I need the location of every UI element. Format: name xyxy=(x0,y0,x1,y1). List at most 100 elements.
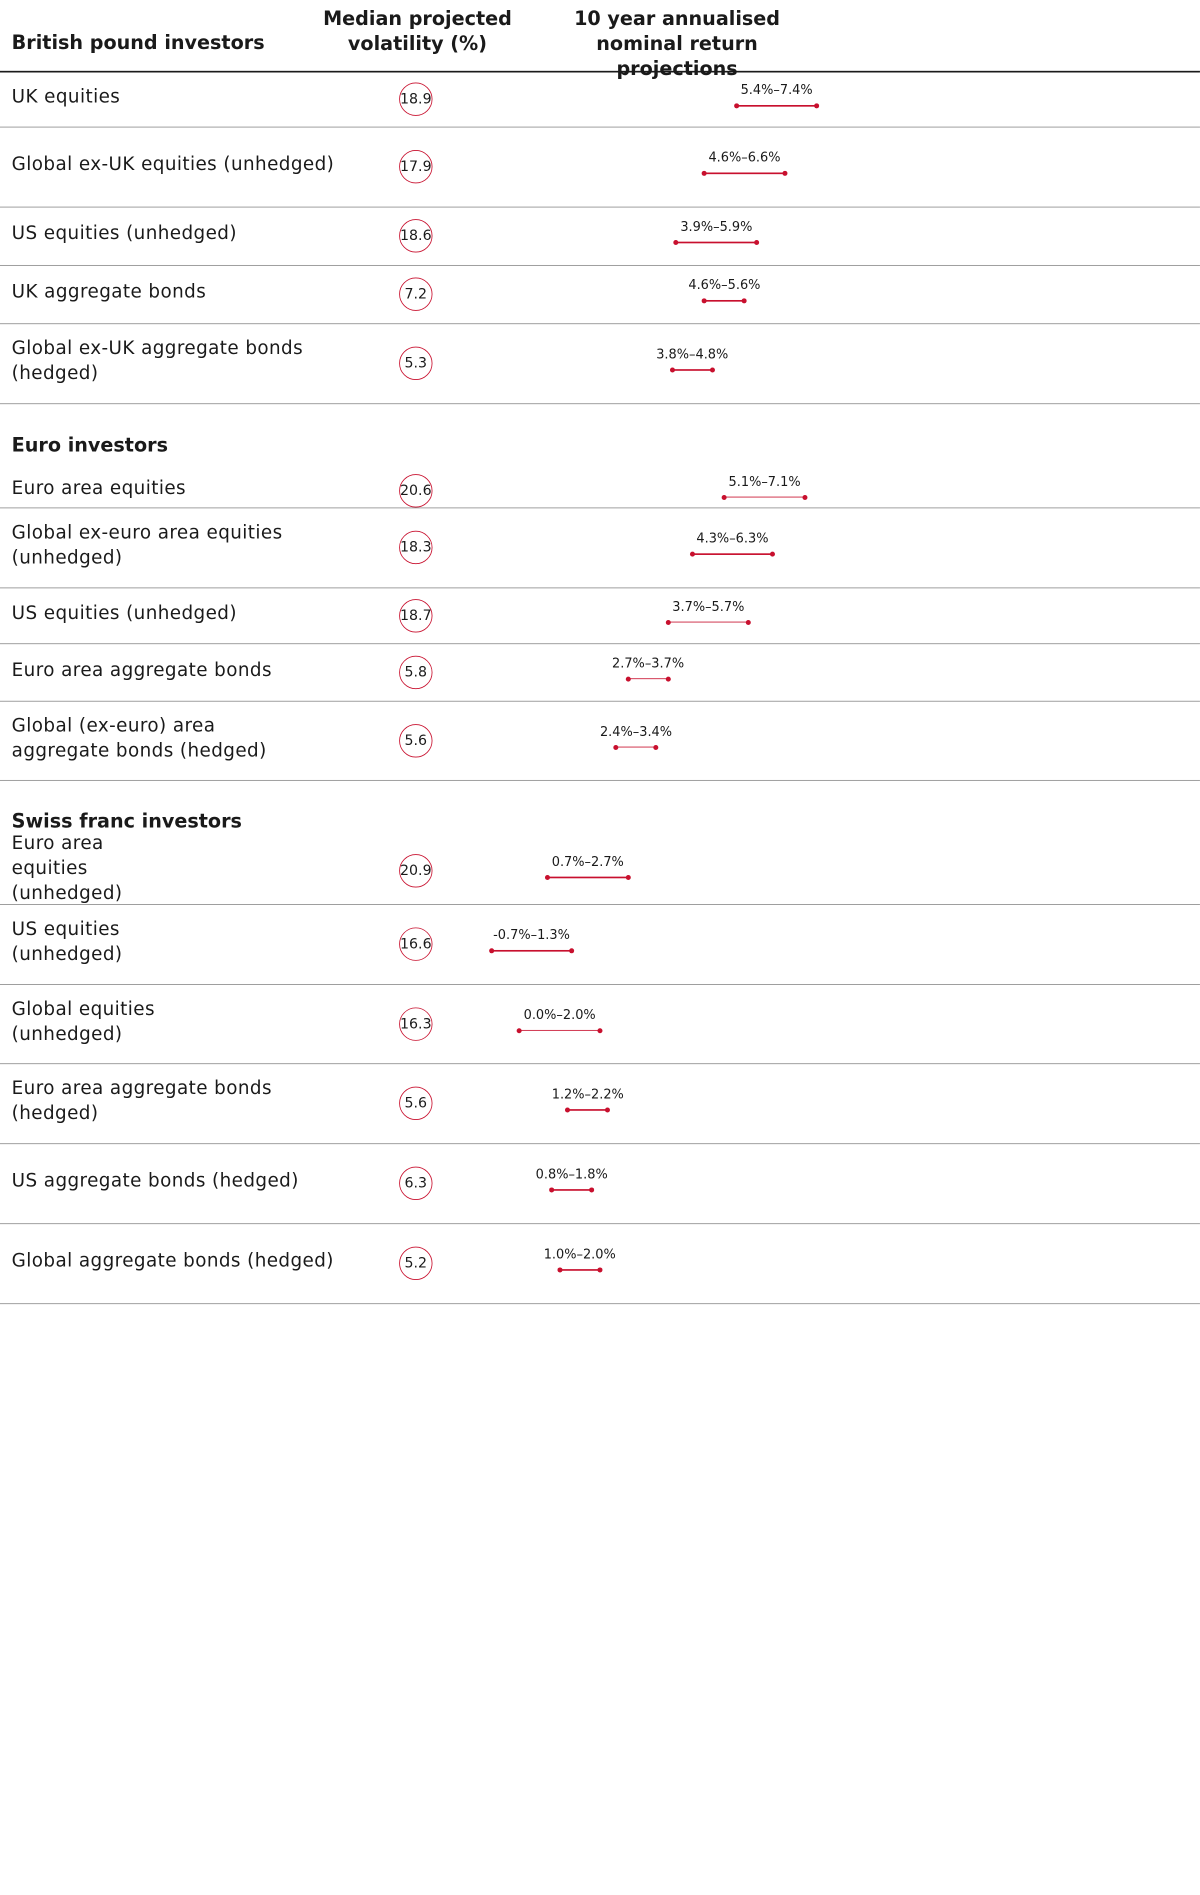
range-label: 1.0%–2.0% xyxy=(543,1246,616,1262)
range-low-dot xyxy=(549,1187,555,1193)
row-label: Global ex-UK equities (unhedged) xyxy=(11,154,335,175)
range-high-dot xyxy=(569,948,575,954)
header-rule xyxy=(0,70,1200,73)
table-header: British pound investors Median projected… xyxy=(0,0,1200,80)
range-label: 4.3%–6.3% xyxy=(696,530,769,546)
range-high-dot xyxy=(746,619,752,625)
volatility-value: 18.9 xyxy=(399,82,433,116)
range-bar xyxy=(676,241,757,244)
range-low-dot xyxy=(665,619,671,625)
range-high-dot xyxy=(653,744,659,750)
range-high-dot xyxy=(709,367,715,373)
range-high-dot xyxy=(754,239,760,245)
range-high-dot xyxy=(741,298,747,304)
row-divider xyxy=(0,587,1200,589)
range-label: 2.4%–3.4% xyxy=(599,723,673,739)
row-label: Euro area equities (unhedged) xyxy=(11,833,123,905)
range-low-dot xyxy=(669,367,675,373)
volatility-value: 5.6 xyxy=(399,723,433,758)
volatility-value: 5.2 xyxy=(399,1246,433,1280)
range-label: 0.7%–2.7% xyxy=(551,854,624,870)
section-divider xyxy=(0,779,1200,781)
row-divider xyxy=(0,700,1200,702)
range-label: 0.8%–1.8% xyxy=(535,1166,608,1182)
volatility-value: 5.8 xyxy=(399,655,433,689)
range-low-dot xyxy=(689,551,695,557)
range-bar xyxy=(491,950,572,952)
range-bar xyxy=(551,1189,592,1191)
range-high-dot xyxy=(782,170,788,176)
row-label: Global equities (unhedged) xyxy=(11,998,155,1045)
range-low-dot xyxy=(545,874,551,880)
row-divider xyxy=(0,126,1200,128)
range-bar xyxy=(668,621,749,623)
volatility-value: 20.6 xyxy=(399,473,433,508)
range-low-dot xyxy=(721,494,727,500)
row-divider xyxy=(0,1063,1200,1065)
range-high-dot xyxy=(814,103,820,109)
range-bar xyxy=(692,553,773,555)
row-label: US equities (unhedged) xyxy=(11,602,237,624)
row-label: Euro area equities xyxy=(11,477,186,499)
chart-table: British pound investors Median projected… xyxy=(0,0,1200,1305)
range-bar xyxy=(704,172,785,174)
section-title: Euro investors xyxy=(11,434,169,457)
range-low-dot xyxy=(565,1107,571,1113)
range-bar xyxy=(704,300,745,302)
range-high-dot xyxy=(597,1027,603,1033)
row-label: US aggregate bonds (hedged) xyxy=(11,1170,299,1192)
volatility-value: 6.3 xyxy=(399,1166,433,1200)
range-label: 4.6%–6.6% xyxy=(708,149,781,165)
range-bar xyxy=(627,678,669,680)
row-label: Global aggregate bonds (hedged) xyxy=(11,1250,334,1272)
row-label: Global ex-UK aggregate bonds (hedged) xyxy=(11,338,304,385)
range-label: -0.7%–1.3% xyxy=(493,927,570,943)
row-divider xyxy=(0,323,1200,325)
range-label: 3.8%–4.8% xyxy=(656,346,729,362)
row-label: Euro area aggregate bonds (hedged) xyxy=(11,1078,272,1125)
row-divider xyxy=(0,904,1200,905)
range-label: 5.4%–7.4% xyxy=(740,82,813,98)
row-label: Global (ex-euro) area aggregate bonds (h… xyxy=(11,715,267,762)
range-bar xyxy=(736,105,817,107)
range-label: 3.7%–5.7% xyxy=(672,598,745,614)
section-title: Swiss franc investors xyxy=(11,810,242,833)
volatility-value: 5.3 xyxy=(399,346,433,380)
range-label: 3.9%–5.9% xyxy=(680,219,753,235)
header-volatility: Median projected volatility (%) xyxy=(323,8,512,55)
range-bar xyxy=(567,1109,608,1111)
volatility-value: 18.6 xyxy=(399,219,433,253)
row-label: Global ex-euro area equities (unhedged) xyxy=(11,522,283,569)
volatility-value: 17.9 xyxy=(399,149,433,184)
row-label: US equities (unhedged) xyxy=(11,919,123,965)
section-divider xyxy=(0,1303,1200,1305)
range-label: 5.1%–7.1% xyxy=(728,473,801,489)
range-label: 0.0%–2.0% xyxy=(523,1007,596,1023)
row-divider xyxy=(0,507,1200,509)
range-high-dot xyxy=(625,874,631,880)
range-label: 4.6%–5.6% xyxy=(688,277,761,293)
range-high-dot xyxy=(770,551,776,557)
row-label: Euro area aggregate bonds xyxy=(11,659,272,681)
range-high-dot xyxy=(597,1267,603,1273)
row-divider xyxy=(0,264,1200,266)
range-low-dot xyxy=(516,1027,522,1033)
volatility-value: 20.9 xyxy=(399,854,433,888)
range-low-dot xyxy=(701,298,707,304)
range-bar xyxy=(615,746,657,748)
row-divider xyxy=(0,1143,1200,1145)
range-low-dot xyxy=(733,103,739,109)
volatility-value: 18.3 xyxy=(399,530,433,565)
range-bar xyxy=(559,1269,600,1271)
range-label: 1.2%–2.2% xyxy=(551,1086,624,1102)
volatility-value: 18.7 xyxy=(399,598,433,633)
row-divider xyxy=(0,984,1200,985)
header-investor-type: British pound investors xyxy=(11,32,265,55)
range-low-dot xyxy=(673,239,679,245)
volatility-value: 7.2 xyxy=(399,277,433,311)
section-divider xyxy=(0,403,1200,405)
range-high-dot xyxy=(605,1107,611,1113)
volatility-value: 16.3 xyxy=(399,1007,433,1041)
range-high-dot xyxy=(665,676,671,682)
row-label: UK equities xyxy=(11,86,121,108)
